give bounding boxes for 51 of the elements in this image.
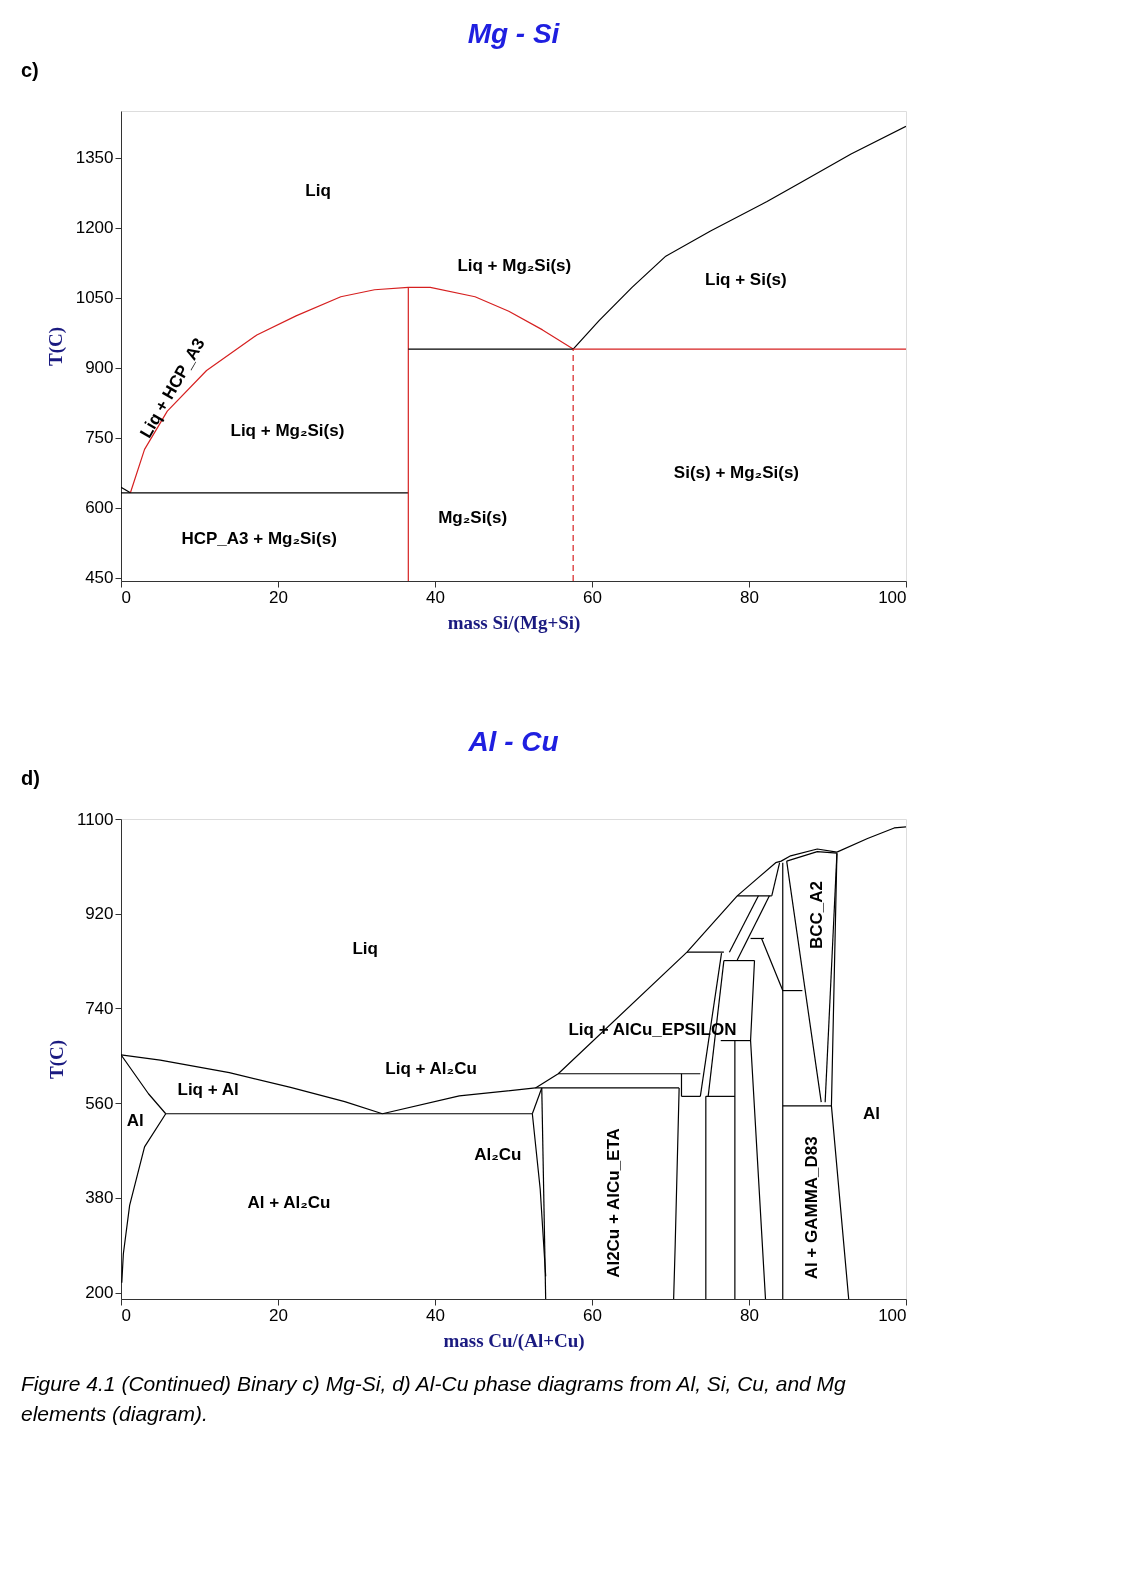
x-tick-label: 0 <box>121 587 131 607</box>
annotation: Al <box>862 1104 880 1124</box>
annotation: Al + GAMMA_D83 <box>801 1136 821 1280</box>
annotation: BCC_A2 <box>807 880 827 950</box>
y-tick-label: 600 <box>85 498 114 518</box>
x-tick-label: 100 <box>878 587 907 607</box>
annotation: Liq <box>352 938 378 958</box>
x-tick-label: 100 <box>878 1305 907 1325</box>
annotation: Al <box>126 1111 144 1131</box>
y-tick-label: 200 <box>85 1283 114 1303</box>
annotation: Liq + Al₂Cu <box>385 1058 477 1078</box>
annotation: Liq + Mg₂Si(s) <box>457 256 572 276</box>
y-tick-label: 740 <box>85 998 114 1018</box>
annotation: Liq + Al <box>177 1080 239 1100</box>
annotation: Liq <box>305 180 331 200</box>
annotation: Al₂Cu <box>474 1145 522 1164</box>
y-tick-label: 750 <box>85 428 114 448</box>
x-tick-label: 20 <box>269 1305 288 1325</box>
y-tick-label: 920 <box>85 904 114 924</box>
y-tick-label: 450 <box>85 568 114 588</box>
y-tick-label: 380 <box>85 1188 114 1208</box>
y-axis-title: T(C) <box>44 326 67 367</box>
annotation: HCP_A3 + Mg₂Si(s) <box>181 528 337 548</box>
x-tick-label: 80 <box>740 1305 759 1325</box>
y-tick-label: 1350 <box>75 148 114 168</box>
x-tick-label: 60 <box>583 587 602 607</box>
annotation: Al + Al₂Cu <box>247 1193 331 1212</box>
annotation: Mg₂Si(s) <box>438 507 508 527</box>
y-tick-label: 560 <box>85 1093 114 1113</box>
y-axis-title: T(C) <box>45 1039 68 1080</box>
text: c) <box>21 59 39 81</box>
x-tick-label: 40 <box>426 587 445 607</box>
x-axis-title: mass Cu/(Al+Cu) <box>443 1329 585 1352</box>
text: d) <box>21 767 40 789</box>
x-tick-label: 40 <box>426 1305 445 1325</box>
y-tick-label: 1050 <box>75 288 114 308</box>
x-tick-label: 0 <box>121 1305 131 1325</box>
chart-title: Mg - Si <box>467 18 561 49</box>
x-tick-label: 60 <box>583 1305 602 1325</box>
chart-title: Al - Cu <box>467 726 559 757</box>
x-axis-title: mass Si/(Mg+Si) <box>447 611 581 634</box>
y-tick-label: 1100 <box>76 809 114 829</box>
annotation: Si(s) + Mg₂Si(s) <box>673 462 800 482</box>
y-tick-label: 900 <box>85 358 114 378</box>
annotation: Liq + Mg₂Si(s) <box>230 420 345 440</box>
x-tick-label: 80 <box>740 587 759 607</box>
annotation: Liq + Si(s) <box>705 270 787 290</box>
x-tick-label: 20 <box>269 587 288 607</box>
annotation: Al2Cu + AlCu_ETA <box>603 1128 623 1278</box>
caption: Figure 4.1 (Continued) Binary c) Mg-Si, d) Al-Cu phase diagrams from Al, Si, Cu, and Mg elements (diagram). <box>21 1372 847 1425</box>
y-tick-label: 1200 <box>75 218 114 238</box>
